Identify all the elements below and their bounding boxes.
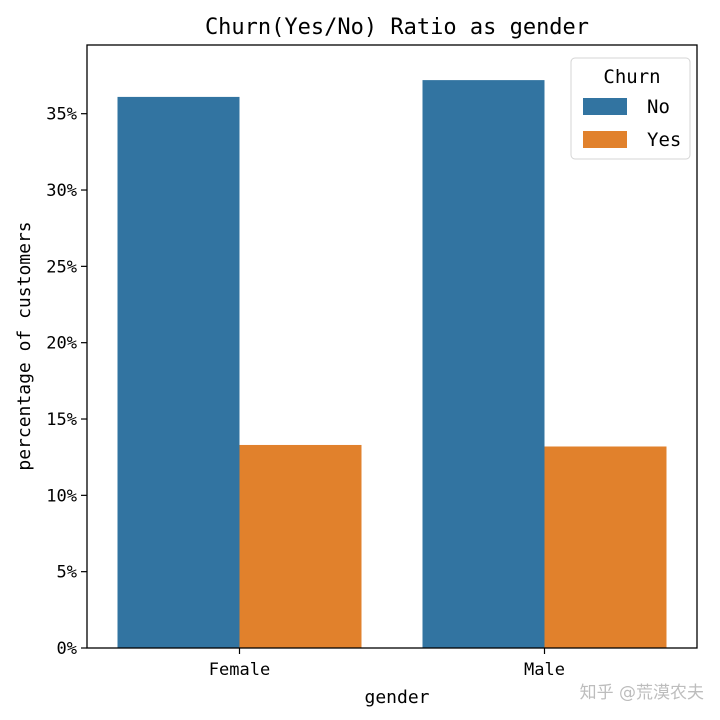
legend-entries: No Yes: [583, 96, 681, 151]
chart-title: Churn(Yes/No) Ratio as gender: [205, 15, 589, 40]
plot-frame: [86, 44, 698, 649]
bar-no-male: [422, 80, 545, 648]
y-axis-title: percentage of customers: [14, 221, 35, 470]
x-tick-label: Male: [524, 660, 565, 680]
x-axis: Female Male: [209, 648, 565, 680]
bar-yes-male: [544, 446, 667, 648]
legend: Churn No Yes: [570, 57, 691, 160]
legend-label-yes: Yes: [647, 129, 681, 151]
y-tick-label: 30%: [46, 181, 77, 201]
x-axis-title: gender: [364, 687, 429, 708]
y-axis: 0% 5% 10% 15% 20% 25% 30% 35%: [46, 105, 87, 659]
y-tick-label: 0%: [57, 639, 77, 659]
watermark-text: 知乎 @荒漠农夫: [580, 683, 704, 703]
bar-no-female: [117, 96, 240, 648]
y-tick-label: 35%: [46, 105, 77, 125]
bars: [117, 80, 667, 648]
legend-label-no: No: [647, 96, 670, 118]
y-tick-label: 5%: [57, 563, 77, 583]
y-tick-label: 10%: [46, 486, 77, 506]
legend-title: Churn: [603, 66, 660, 88]
y-tick-label: 25%: [46, 257, 77, 277]
x-tick-label: Female: [209, 660, 270, 680]
y-tick-label: 20%: [46, 334, 77, 354]
legend-swatch-no: [583, 98, 627, 115]
legend-swatch-yes: [583, 131, 627, 148]
bar-yes-female: [239, 444, 362, 648]
y-tick-label: 15%: [46, 410, 77, 430]
